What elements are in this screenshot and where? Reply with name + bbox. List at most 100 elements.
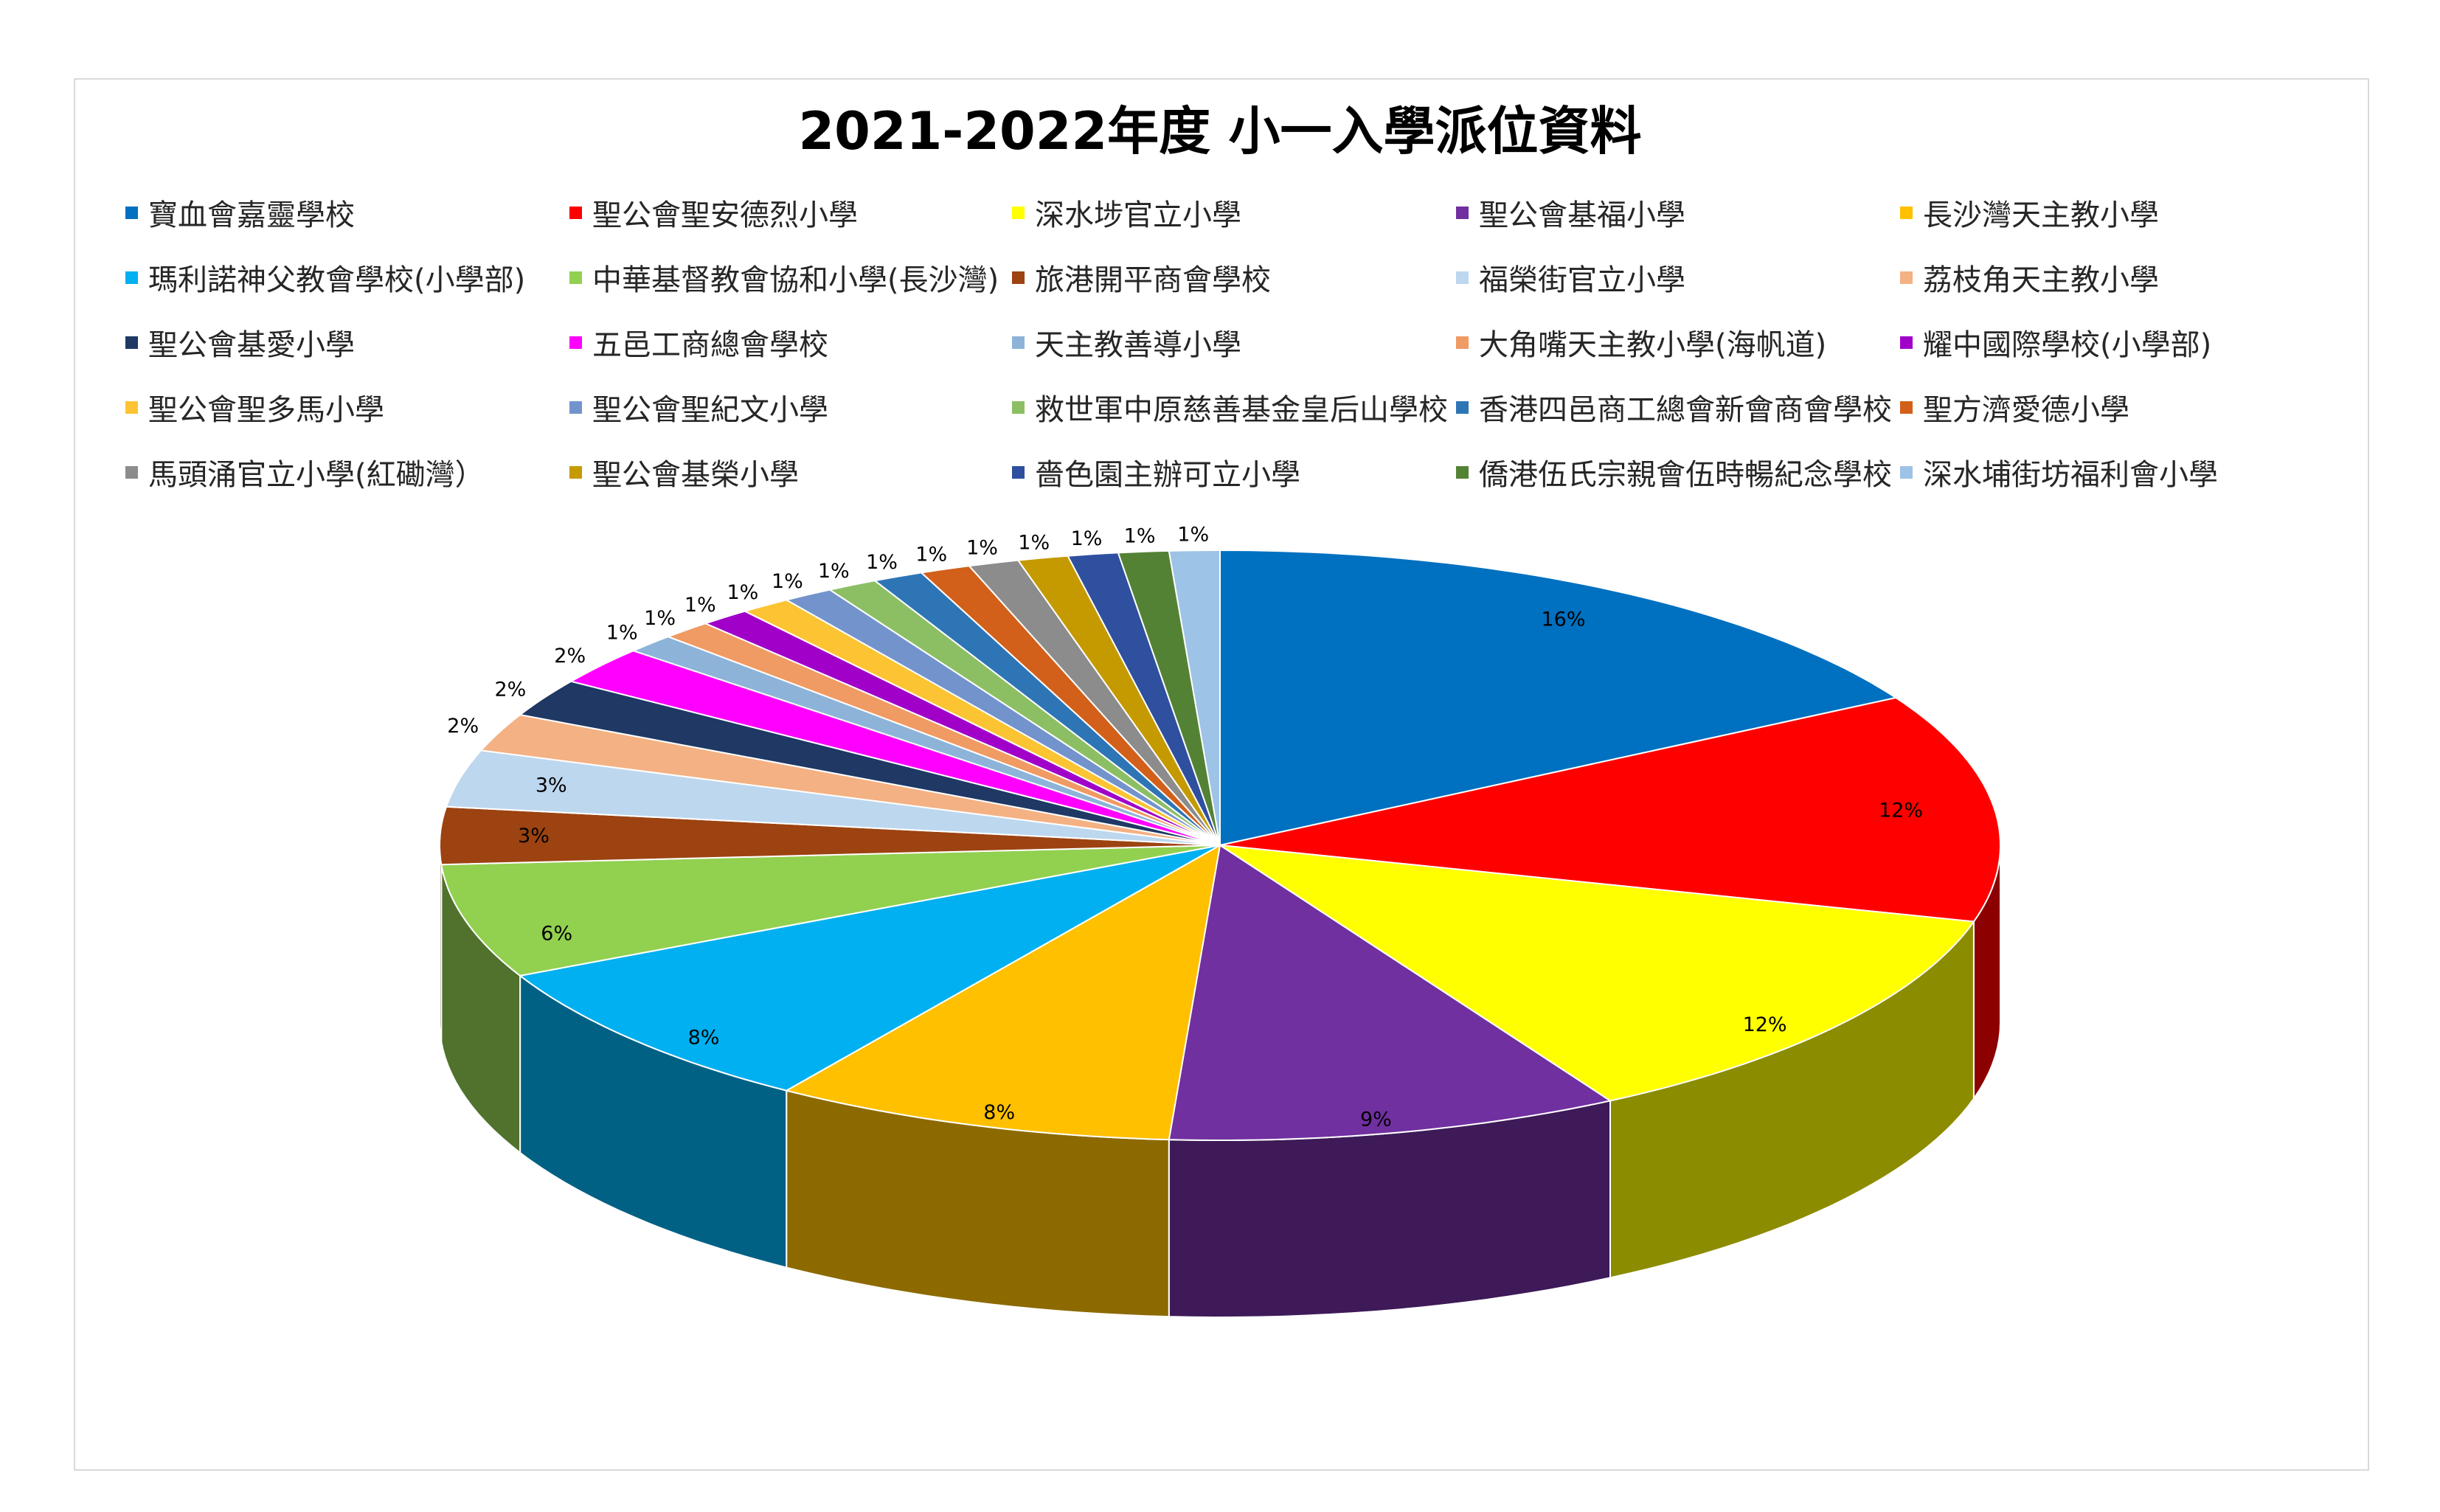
legend-swatch bbox=[125, 336, 138, 349]
legend-item: 大角嘴天主教小學(海帆道) bbox=[1456, 320, 1826, 364]
legend-item: 耀中國際學校(小學部) bbox=[1900, 320, 2211, 364]
pie-labels: 16% 12% 12% 9% 8% 8% 6% 3% 3% 2% 2% 2% 1% 1% 1% 1% 1% 1% 1… bbox=[447, 524, 1923, 1131]
legend-swatch bbox=[569, 400, 582, 414]
data-label: 3% bbox=[518, 825, 550, 847]
legend-label: 寶血會嘉靈學校 bbox=[148, 198, 355, 232]
legend-swatch bbox=[1456, 206, 1469, 219]
legend-label: 聖公會基愛小學 bbox=[148, 328, 355, 362]
pie-slice bbox=[1219, 696, 2002, 923]
pie-slice bbox=[1168, 549, 1221, 846]
legend-item: 福榮街官立小學 bbox=[1456, 255, 1685, 299]
legend-swatch bbox=[1012, 336, 1025, 349]
legend-item: 寶血會嘉靈學校 bbox=[125, 190, 355, 235]
legend-label: 旅港開平商會學校 bbox=[1035, 263, 1271, 297]
legend-label: 聖方濟愛德小學 bbox=[1923, 393, 2129, 427]
data-label: 1% bbox=[644, 607, 676, 630]
legend-swatch bbox=[1456, 336, 1469, 349]
pie-slice bbox=[1168, 844, 1612, 1141]
data-label: 8% bbox=[983, 1101, 1015, 1124]
data-label: 1% bbox=[966, 537, 998, 560]
data-label: 1% bbox=[866, 551, 898, 574]
legend-item: 聖公會基愛小學 bbox=[125, 320, 355, 364]
legend-swatch bbox=[125, 465, 138, 479]
data-label: 6% bbox=[541, 923, 572, 946]
legend-label: 耀中國際學校(小學部) bbox=[1923, 328, 2212, 362]
pie-slice bbox=[518, 680, 1221, 846]
data-label: 2% bbox=[494, 679, 526, 701]
data-label: 1% bbox=[915, 543, 947, 566]
legend-label: 福榮街官立小學 bbox=[1479, 263, 1685, 297]
legend-swatch bbox=[1012, 465, 1025, 479]
pie-slice-side bbox=[439, 845, 443, 1042]
legend-item: 香港四邑商工總會新會商會學校 bbox=[1456, 385, 1892, 429]
legend-item: 聖公會聖多馬小學 bbox=[125, 385, 384, 429]
data-label: 1% bbox=[1018, 532, 1050, 555]
legend-item: 聖公會聖紀文小學 bbox=[569, 385, 828, 429]
legend-item: 天主教善導小學 bbox=[1012, 320, 1241, 364]
data-label: 1% bbox=[1177, 524, 1209, 547]
legend-item: 旅港開平商會學校 bbox=[1012, 255, 1271, 299]
legend-item: 荔枝角天主教小學 bbox=[1900, 255, 2159, 299]
data-label: 1% bbox=[772, 570, 803, 593]
legend-swatch bbox=[569, 336, 582, 349]
legend-label: 僑港伍氏宗親會伍時暢紀念學校 bbox=[1479, 458, 1892, 492]
legend-label: 荔枝角天主教小學 bbox=[1923, 263, 2159, 297]
data-label: 1% bbox=[727, 581, 758, 604]
pie-slice bbox=[784, 844, 1221, 1141]
legend-label: 瑪利諾神父教會學校(小學部) bbox=[148, 263, 526, 297]
legend-label: 香港四邑商工總會新會商會學校 bbox=[1479, 393, 1892, 427]
pie-slice bbox=[1219, 845, 1975, 1102]
chart-legend: 寶血會嘉靈學校 聖公會聖安德烈小學 深水埗官立小學 聖公會基福小學 長沙灣天主教小學瑪利… bbox=[125, 190, 2382, 515]
legend-item: 深水埔街坊福利會小學 bbox=[1900, 450, 2218, 494]
legend-label: 聖公會基榮小學 bbox=[592, 458, 799, 492]
legend-item: 僑港伍氏宗親會伍時暢紀念學校 bbox=[1456, 450, 1892, 494]
legend-label: 天主教善導小學 bbox=[1035, 328, 1241, 362]
legend-label: 聖公會聖安德烈小學 bbox=[592, 198, 858, 232]
legend-swatch bbox=[1456, 400, 1469, 414]
legend-label: 深水埔街坊福利會小學 bbox=[1923, 458, 2218, 492]
legend-swatch bbox=[569, 271, 582, 284]
legend-label: 五邑工商總會學校 bbox=[592, 328, 828, 362]
legend-item: 五邑工商總會學校 bbox=[569, 320, 828, 364]
pie-sides bbox=[439, 845, 2001, 1319]
legend-swatch bbox=[1456, 465, 1469, 479]
pie-top bbox=[438, 549, 2002, 1141]
data-label: 2% bbox=[554, 645, 586, 667]
legend-item: 聖方濟愛德小學 bbox=[1900, 385, 2129, 429]
pie-slice bbox=[569, 650, 1221, 846]
data-label: 3% bbox=[536, 774, 567, 797]
data-label: 1% bbox=[606, 621, 638, 644]
legend-swatch bbox=[1012, 400, 1025, 414]
legend-item: 聖公會聖安德烈小學 bbox=[569, 190, 858, 235]
data-label: 2% bbox=[447, 715, 479, 738]
legend-swatch bbox=[1900, 400, 1913, 414]
legend-swatch bbox=[125, 400, 138, 414]
pie-slice bbox=[1219, 549, 1898, 847]
legend-swatch bbox=[1012, 206, 1025, 219]
pie-slice bbox=[438, 805, 1221, 866]
chart-title: 2021-2022年度 小一入學派位資料 bbox=[798, 101, 1642, 162]
legend-label: 長沙灣天主教小學 bbox=[1923, 198, 2159, 232]
legend-item: 聖公會基福小學 bbox=[1456, 190, 1685, 235]
data-label: 8% bbox=[688, 1027, 720, 1050]
data-label: 1% bbox=[818, 560, 850, 583]
legend-swatch bbox=[125, 271, 138, 284]
legend-swatch bbox=[125, 206, 138, 219]
legend-item: 中華基督教會協和小學(長沙灣) bbox=[569, 255, 999, 299]
data-label: 12% bbox=[1743, 1013, 1787, 1036]
legend-swatch bbox=[1900, 271, 1913, 284]
legend-item: 深水埗官立小學 bbox=[1012, 190, 1241, 235]
data-label: 1% bbox=[1071, 527, 1103, 550]
legend-label: 大角嘴天主教小學(海帆道) bbox=[1479, 328, 1827, 362]
legend-swatch bbox=[569, 206, 582, 219]
legend-swatch bbox=[1456, 271, 1469, 284]
legend-item: 聖公會基榮小學 bbox=[569, 450, 799, 494]
legend-item: 嗇色園主辦可立小學 bbox=[1012, 450, 1300, 494]
legend-swatch bbox=[569, 465, 582, 479]
legend-label: 嗇色園主辦可立小學 bbox=[1035, 458, 1300, 492]
legend-swatch bbox=[1900, 465, 1913, 479]
data-label: 16% bbox=[1541, 608, 1585, 631]
data-label: 1% bbox=[1124, 525, 1156, 548]
legend-item: 救世軍中原慈善基金皇后山學校 bbox=[1012, 385, 1448, 429]
